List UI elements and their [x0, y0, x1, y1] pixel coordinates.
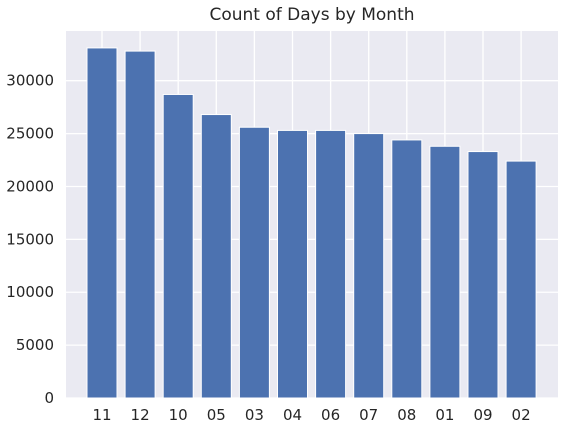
y-tick-label: 10000 [6, 283, 54, 301]
x-tick-label: 05 [207, 406, 226, 424]
x-tick-label: 06 [321, 406, 340, 424]
x-tick-label: 01 [435, 406, 454, 424]
x-tick-label: 10 [169, 406, 188, 424]
y-tick-label: 15000 [6, 230, 54, 248]
y-tick-label: 0 [44, 389, 54, 407]
bar-07 [353, 133, 385, 399]
y-axis-ticks: 0 5000 10000 15000 20000 25000 30000 [6, 72, 54, 407]
x-axis-ticks: 11 12 10 05 03 04 06 07 08 01 09 02 [92, 406, 530, 424]
bars [86, 47, 537, 399]
bar-05 [200, 114, 232, 399]
x-tick-label: 09 [473, 406, 492, 424]
bar-03 [238, 126, 270, 399]
bar-11 [86, 47, 118, 399]
x-tick-label: 11 [92, 406, 111, 424]
bar-12 [124, 50, 156, 399]
x-tick-label: 07 [359, 406, 378, 424]
x-tick-label: 08 [397, 406, 416, 424]
y-tick-label: 25000 [6, 125, 54, 143]
bar-08 [391, 139, 423, 399]
x-tick-label: 12 [131, 406, 150, 424]
x-tick-label: 04 [283, 406, 302, 424]
bar-04 [277, 129, 308, 399]
y-tick-label: 30000 [6, 72, 54, 90]
bar-06 [315, 129, 347, 399]
y-tick-label: 20000 [6, 177, 54, 195]
chart-title: Count of Days by Month [209, 5, 414, 25]
bar-10 [162, 93, 194, 399]
y-tick-label: 5000 [16, 336, 54, 354]
bar-02 [505, 160, 537, 399]
bar-09 [467, 151, 499, 399]
x-tick-label: 02 [512, 406, 531, 424]
x-tick-label: 03 [245, 406, 264, 424]
bar-01 [429, 145, 461, 399]
